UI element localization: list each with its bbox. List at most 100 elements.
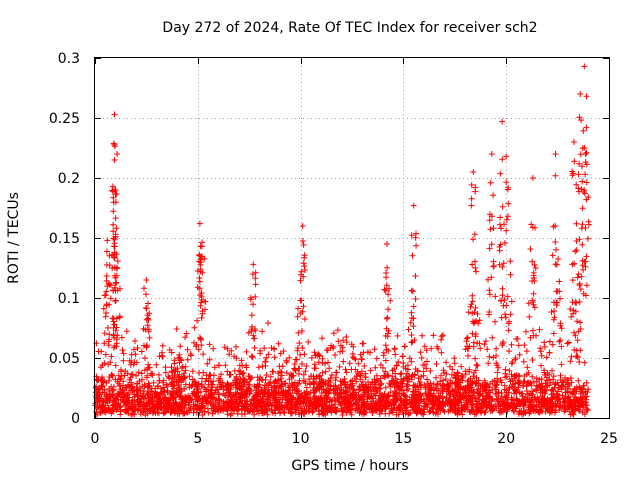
data-point [352, 366, 359, 373]
data-point [109, 391, 115, 398]
data-point [477, 390, 484, 397]
data-point [144, 342, 150, 349]
data-point [408, 339, 415, 346]
data-point [438, 336, 445, 343]
data-point [202, 306, 208, 313]
data-point [313, 396, 320, 402]
data-point [582, 171, 589, 178]
data-point [273, 394, 280, 401]
data-point [103, 288, 110, 295]
data-point [413, 242, 420, 249]
data-point [506, 348, 513, 355]
data-point [307, 389, 314, 396]
data-point [98, 382, 105, 389]
data-point [386, 285, 393, 292]
data-point [555, 256, 562, 262]
data-point [574, 318, 581, 325]
data-point [581, 144, 588, 151]
data-point [300, 371, 307, 378]
data-point [267, 373, 274, 380]
data-point [483, 399, 490, 406]
data-point [158, 352, 165, 359]
data-point [574, 354, 581, 361]
data-point [499, 292, 506, 299]
data-point [527, 246, 534, 252]
data-point [266, 391, 273, 397]
data-point [248, 353, 255, 360]
data-point [512, 355, 519, 362]
data-point [339, 344, 346, 351]
data-point [474, 311, 481, 317]
data-point [202, 378, 209, 385]
data-point [303, 384, 310, 391]
data-point [496, 247, 503, 254]
data-point [476, 392, 483, 398]
data-point [311, 365, 318, 372]
data-point [424, 403, 431, 410]
data-point [439, 402, 446, 409]
data-point [339, 412, 346, 418]
data-point [355, 401, 362, 408]
data-point [138, 348, 145, 355]
data-point [168, 408, 175, 415]
data-point [133, 372, 140, 379]
data-point [487, 179, 494, 186]
data-point [413, 404, 420, 411]
data-point [334, 407, 340, 414]
data-point [557, 320, 564, 327]
data-point [537, 348, 544, 355]
data-point [111, 334, 118, 341]
data-point [552, 151, 559, 157]
data-point [194, 317, 201, 324]
data-point [524, 364, 531, 371]
data-point [368, 393, 375, 400]
data-point [294, 381, 301, 388]
data-point [486, 291, 493, 298]
data-point [556, 338, 563, 345]
data-point [499, 264, 506, 270]
data-point [275, 405, 282, 412]
data-point [109, 372, 116, 379]
data-point [451, 355, 458, 362]
data-point [549, 395, 556, 402]
data-point [356, 386, 362, 393]
data-point [387, 400, 394, 407]
data-point [107, 408, 114, 414]
data-point [197, 268, 204, 275]
data-point [184, 356, 191, 363]
data-point [476, 340, 483, 347]
data-point [300, 260, 307, 267]
data-point [233, 355, 240, 362]
data-point [263, 398, 270, 405]
data-point [169, 372, 176, 379]
data-point [254, 397, 261, 403]
data-point [486, 309, 493, 315]
data-point [552, 261, 559, 268]
data-point [194, 396, 200, 402]
data-point [583, 393, 590, 400]
data-point [462, 406, 469, 413]
data-point [289, 387, 296, 393]
y-tick-label: 0 [71, 411, 80, 427]
data-point [104, 283, 111, 290]
data-point [161, 400, 167, 407]
data-point [493, 345, 500, 352]
data-point [526, 313, 533, 320]
data-point [568, 406, 575, 413]
data-point [199, 402, 206, 409]
data-point [576, 236, 583, 243]
data-point [359, 378, 366, 385]
data-point [179, 408, 186, 414]
data-point [565, 385, 571, 392]
data-point [169, 369, 176, 376]
data-point [360, 400, 367, 407]
data-point [352, 356, 359, 363]
data-point [484, 392, 491, 398]
data-point [502, 311, 509, 318]
data-point [579, 409, 586, 416]
data-point [127, 374, 134, 381]
data-point [98, 348, 105, 355]
data-point [574, 274, 581, 281]
data-point [110, 194, 117, 201]
data-point [435, 411, 441, 418]
